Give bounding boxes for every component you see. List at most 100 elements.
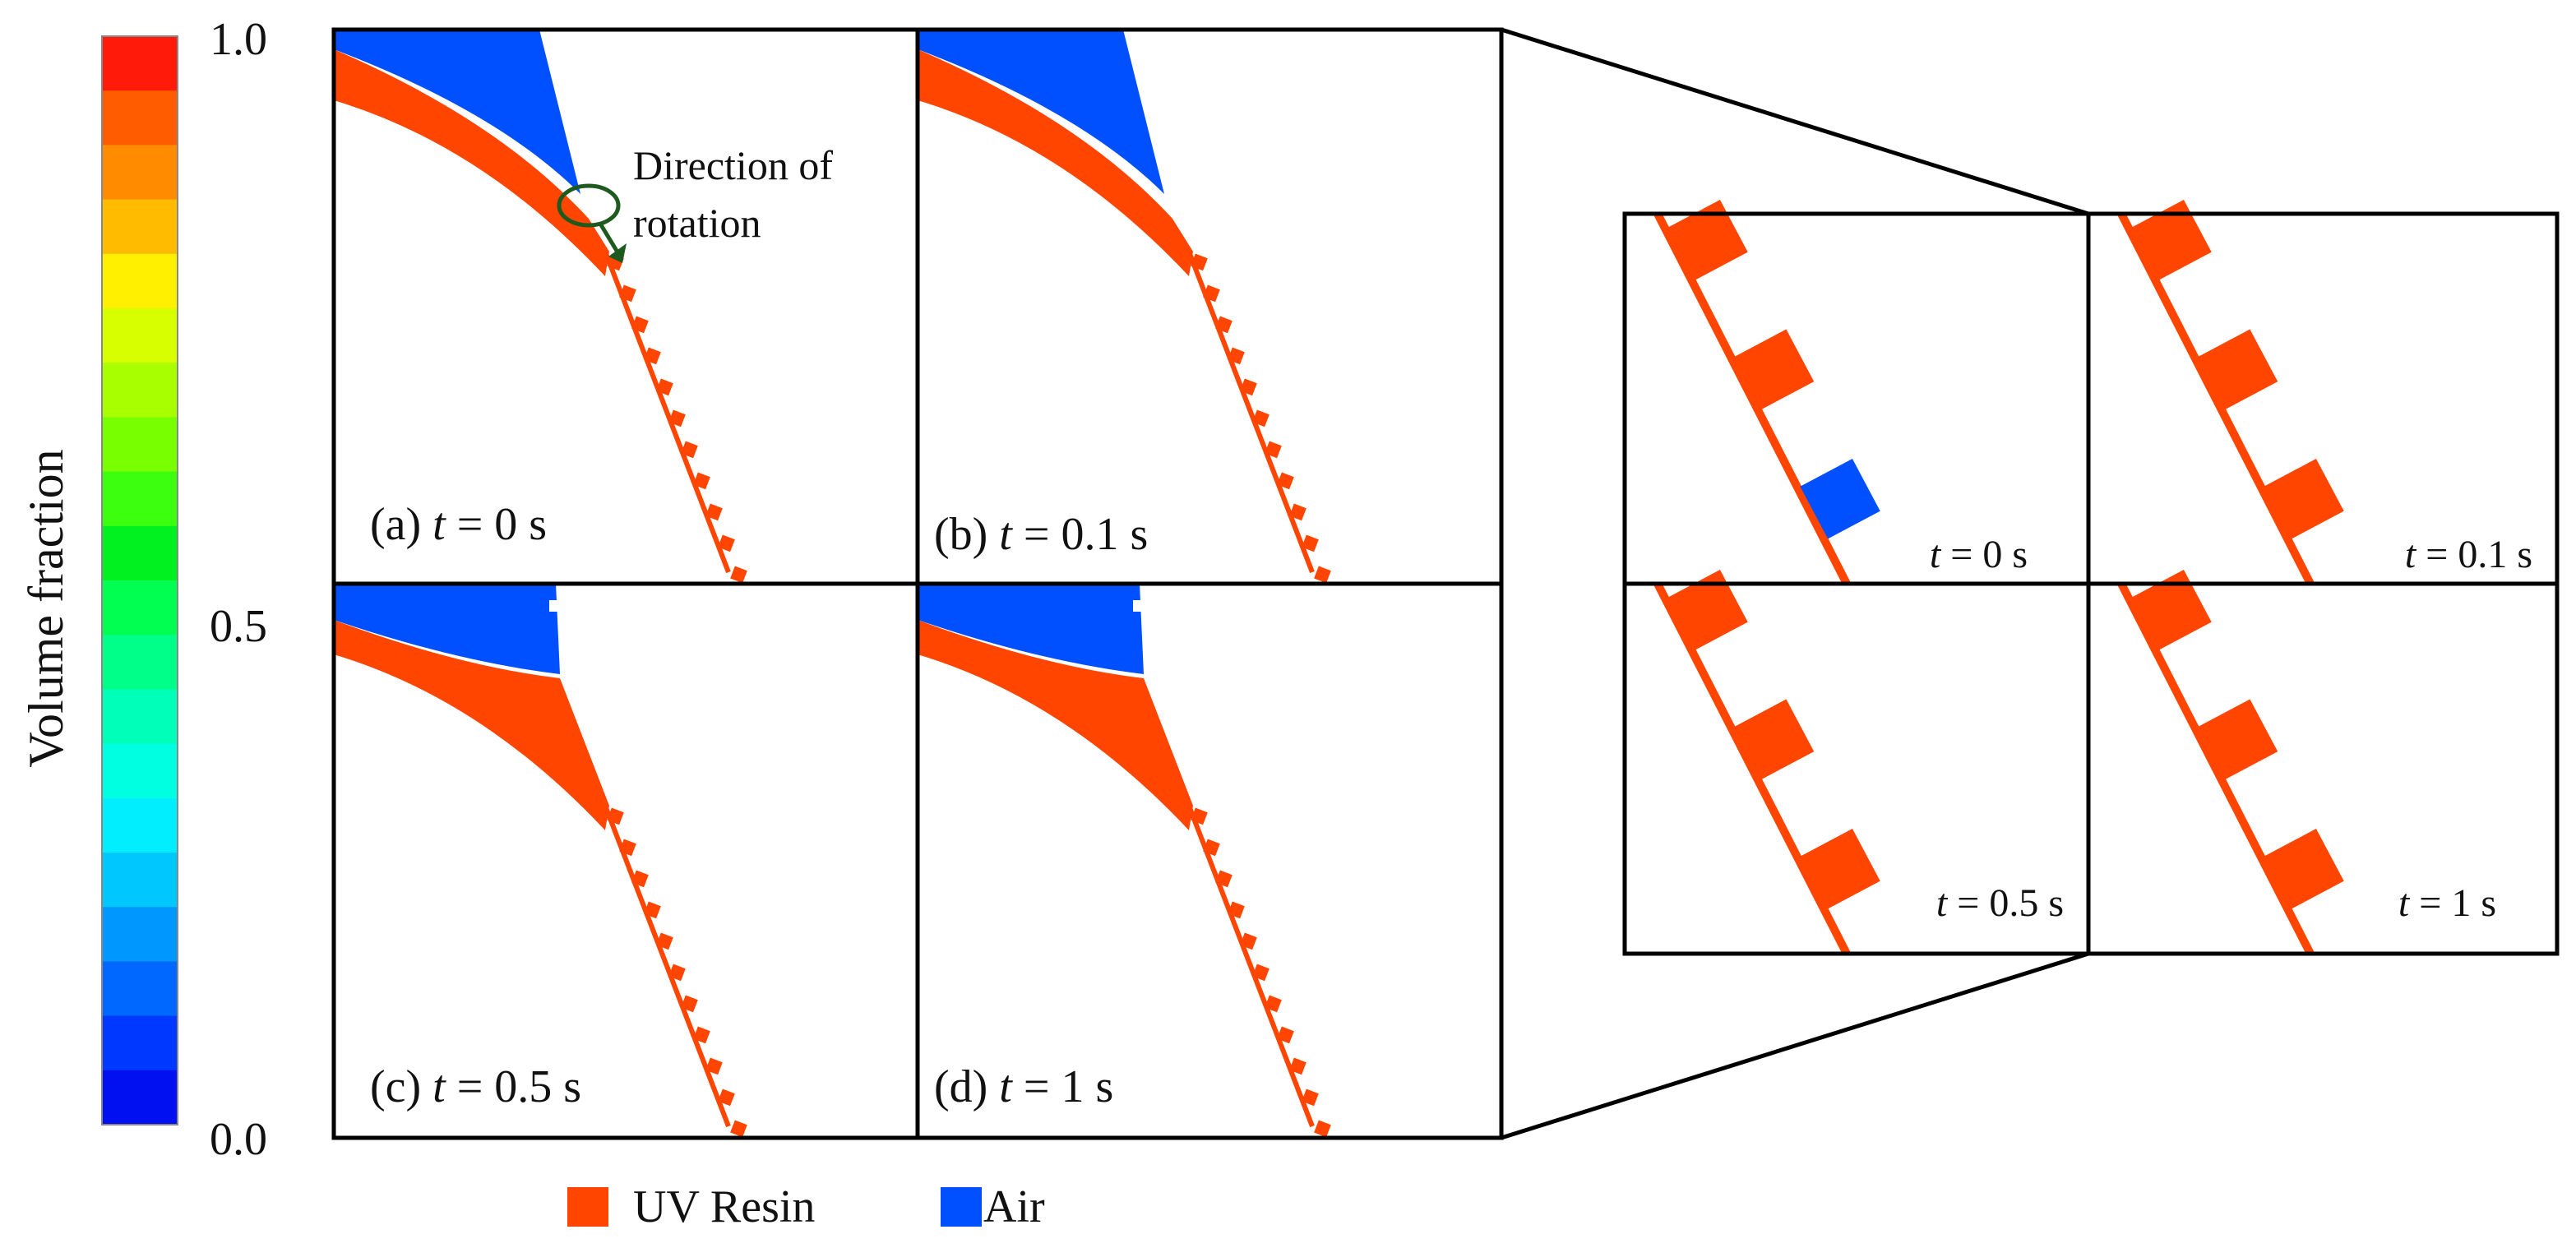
tooth-gap <box>589 725 600 737</box>
air-region <box>334 584 560 674</box>
colorbar-band <box>102 907 178 962</box>
tooth <box>668 409 686 428</box>
tooth-gap <box>1182 202 1194 214</box>
tooth-gap <box>559 77 571 89</box>
panel-eq: = 0 s <box>457 499 547 550</box>
zoom-label: t = 0.5 s <box>1936 881 2064 925</box>
colorbar-band <box>102 253 178 309</box>
tooth <box>1252 409 1270 428</box>
resin-region <box>918 620 1193 830</box>
panel-label: (a) t = 0 s <box>370 499 547 550</box>
zoom-var: t <box>2405 533 2417 576</box>
resin-region <box>918 49 1193 276</box>
panel-label: (b) t = 0.1 s <box>934 509 1148 560</box>
colorbar-frame <box>101 35 178 1126</box>
colorbar-label: Volume fraction <box>19 449 73 767</box>
colorbar-band <box>102 797 178 853</box>
zoom-eq: = 1 s <box>2419 881 2496 925</box>
tooth-gap <box>1143 631 1154 643</box>
tooth <box>1289 503 1306 521</box>
colorbar-band <box>102 689 178 745</box>
colorbar-band <box>102 1070 178 1126</box>
air-region <box>918 584 1144 674</box>
tooth <box>619 284 636 303</box>
tooth-gap <box>1163 140 1174 151</box>
tooth <box>644 901 661 919</box>
channel-wall <box>603 804 731 1128</box>
channel-wall <box>2117 211 2315 586</box>
tooth <box>705 1057 723 1075</box>
tooth <box>619 839 636 857</box>
zoom-label: t = 0.1 s <box>2405 533 2532 576</box>
tooth-gap <box>599 202 610 214</box>
tooth-gap <box>1153 109 1164 120</box>
colorbar-band <box>102 471 178 527</box>
tooth <box>631 316 649 334</box>
tooth <box>1314 1120 1331 1138</box>
legend: UV Resin Air <box>567 1181 1045 1232</box>
tooth <box>1228 347 1245 365</box>
tooth <box>2264 829 2344 909</box>
simulation-panel <box>915 581 1504 1140</box>
channel-wall <box>1186 804 1315 1128</box>
panel-var: t <box>432 499 446 550</box>
air-region <box>334 30 580 194</box>
tooth <box>1314 566 1331 584</box>
colorbar <box>101 35 178 1126</box>
tooth <box>2131 200 2212 280</box>
tooth-gap <box>1153 663 1164 674</box>
tooth <box>1215 316 1233 334</box>
tooth <box>644 347 661 365</box>
colorbar-band <box>102 199 178 255</box>
rotation-arrow <box>598 222 619 252</box>
colorbar-band <box>102 635 178 690</box>
legend-label: UV Resin <box>633 1181 815 1232</box>
tooth <box>1265 441 1282 459</box>
channel-wall <box>1186 250 1315 574</box>
channel-wall <box>1653 211 1851 586</box>
tooth <box>705 503 723 521</box>
air-region <box>918 30 1164 194</box>
legend-swatch <box>941 1187 982 1227</box>
tooth <box>730 1120 747 1138</box>
tooth <box>1203 284 1220 303</box>
colorbar-band <box>102 90 178 146</box>
tooth-gap <box>549 600 561 612</box>
tooth <box>1302 1089 1319 1107</box>
tooth-gap <box>569 663 580 674</box>
tooth-gap <box>549 46 561 58</box>
panel-var: t <box>432 1061 446 1112</box>
colorbar-band <box>102 145 178 201</box>
rotation-marker <box>557 183 621 228</box>
zoom-panel <box>2086 200 2560 586</box>
panel-label: (d) t = 1 s <box>934 1061 1113 1112</box>
zoom-eq: = 0 s <box>1950 533 2028 576</box>
panel-var: t <box>999 509 1013 560</box>
tooth-gap <box>589 171 600 183</box>
tooth <box>1667 570 1748 650</box>
panel-eq: = 0.1 s <box>1024 509 1148 560</box>
colorbar-tick: 0.5 <box>210 601 267 652</box>
panel-frame <box>915 581 1504 1140</box>
tooth-gap <box>559 631 571 643</box>
zoom-var: t <box>2398 881 2411 925</box>
colorbar-band <box>102 363 178 418</box>
simulation-panel <box>331 27 920 586</box>
panel-label: (c) t = 0.5 s <box>370 1061 581 1112</box>
channel-wall <box>2117 581 2315 956</box>
zoom-label: t = 1 s <box>2398 881 2496 925</box>
tooth <box>1252 964 1270 982</box>
zoom-connector <box>1501 951 2089 1140</box>
tooth <box>2197 699 2278 779</box>
zoom-eq: = 0.1 s <box>2426 533 2532 576</box>
legend-label: Air <box>983 1181 1045 1232</box>
channel-wall <box>1653 581 1851 956</box>
tooth <box>1240 932 1257 950</box>
panel-tag: (c) <box>370 1061 421 1112</box>
tooth-gap <box>1143 77 1154 89</box>
colorbar-band <box>102 743 178 799</box>
tooth <box>656 378 673 396</box>
panel-tag: (d) <box>934 1061 987 1112</box>
tooth <box>718 1089 735 1107</box>
